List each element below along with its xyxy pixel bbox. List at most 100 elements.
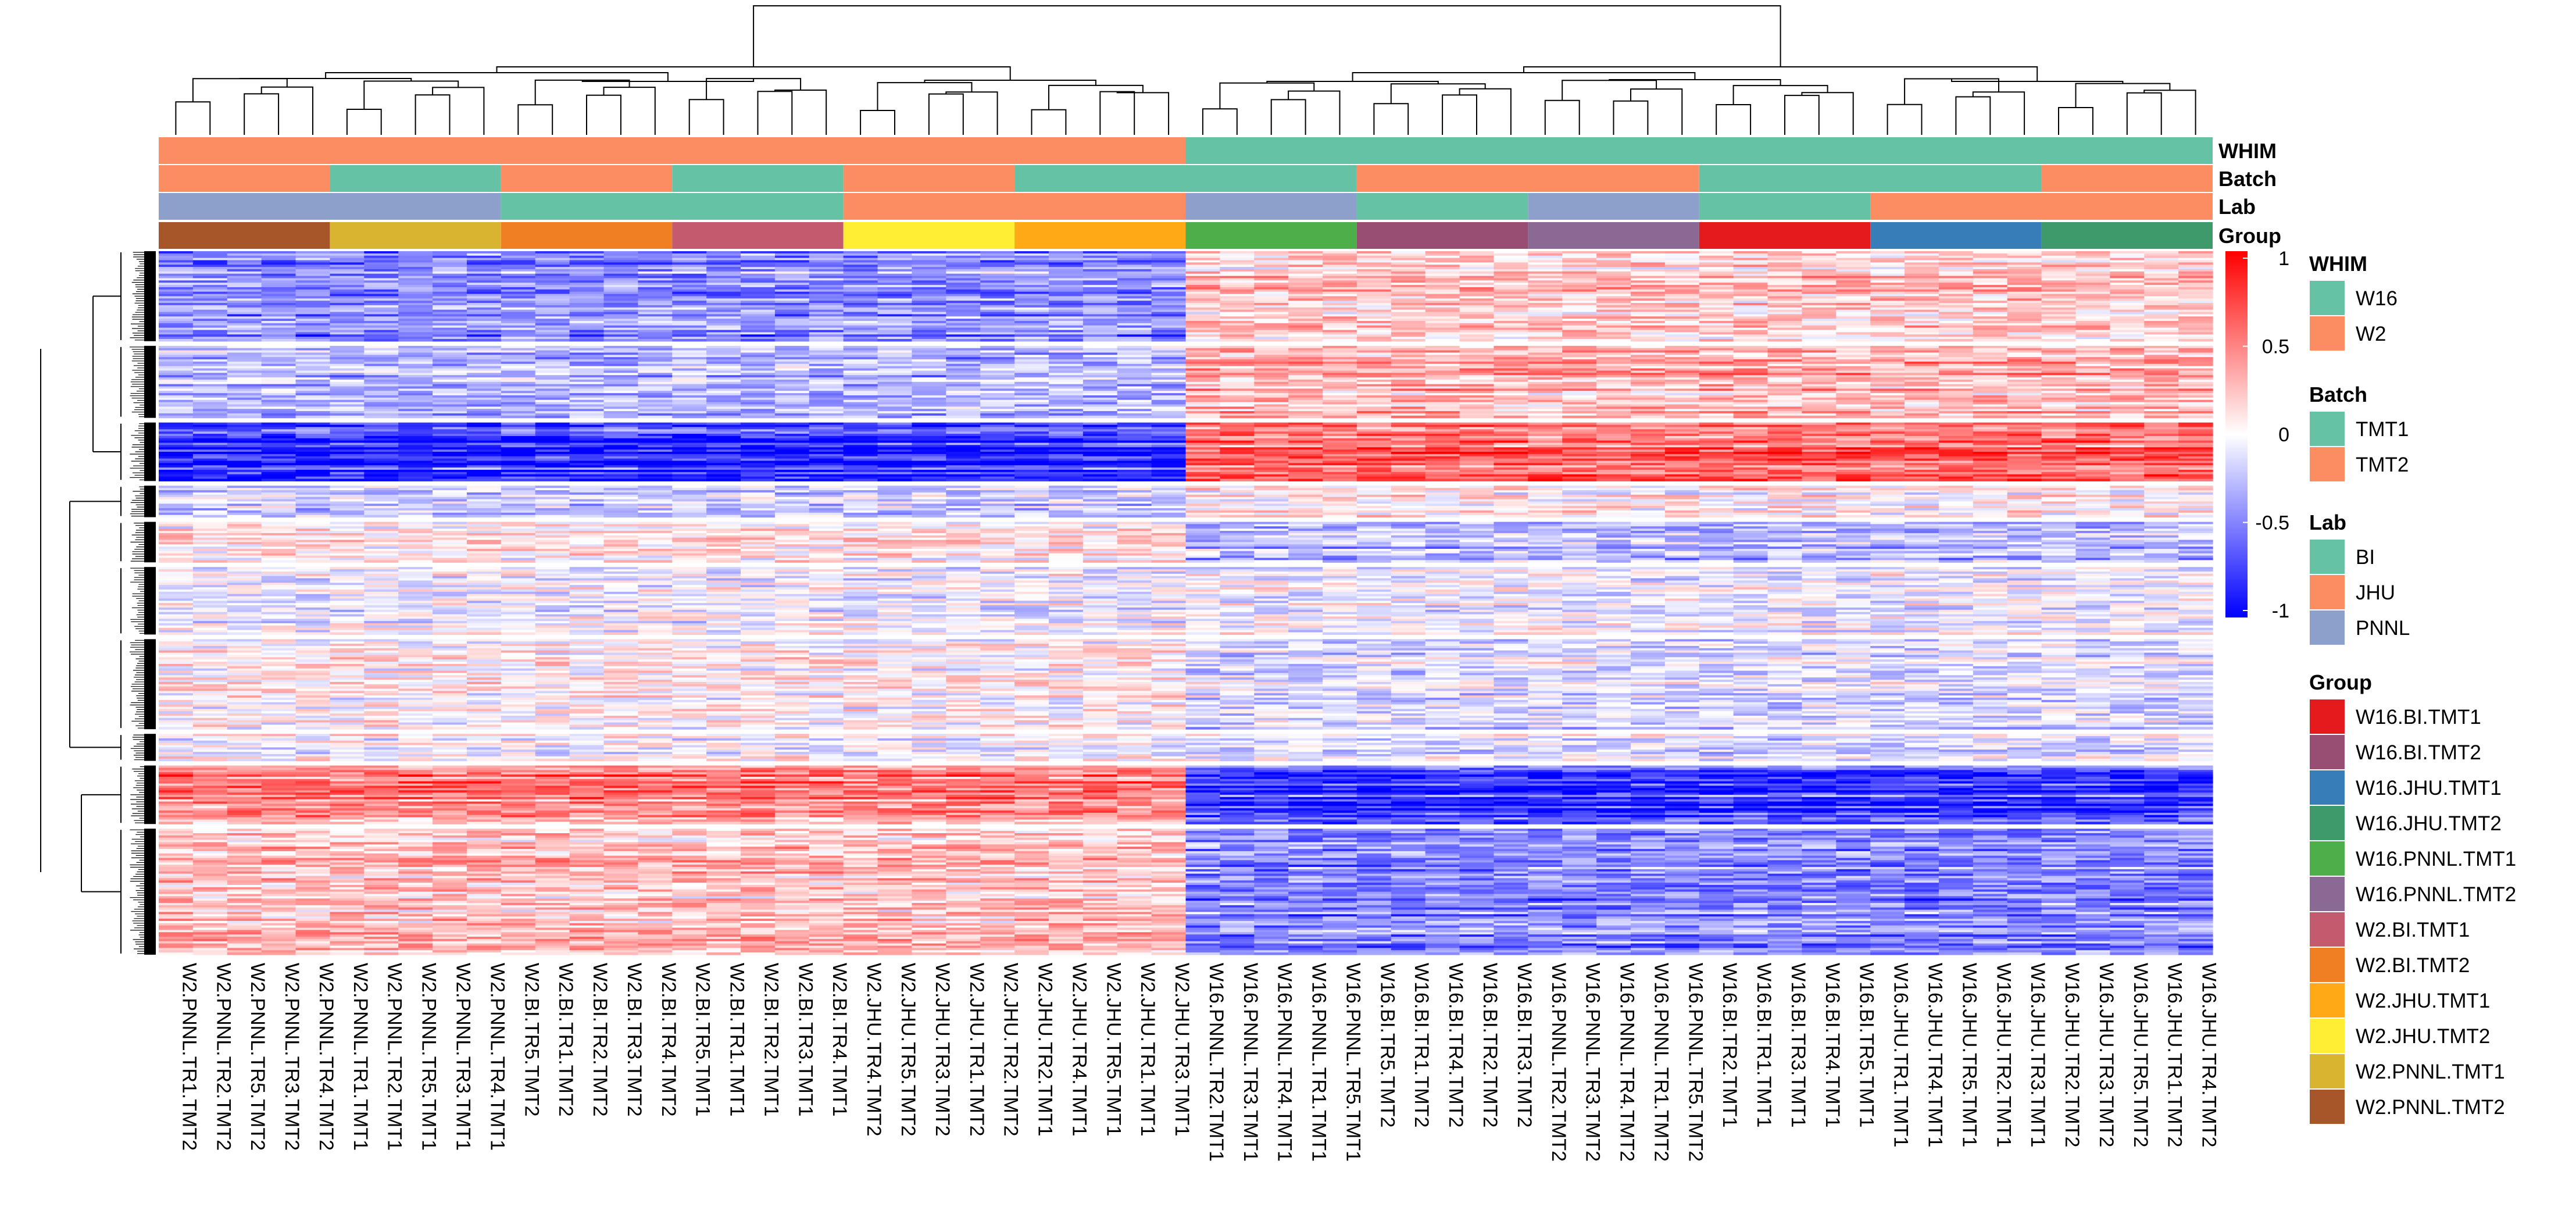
heatmap-cell [603, 253, 638, 256]
heatmap-cell [501, 262, 536, 265]
heatmap-cell [1014, 296, 1049, 299]
heatmap-cell [1185, 402, 1220, 405]
heatmap-cell [466, 413, 502, 416]
heatmap-cell [364, 278, 399, 281]
heatmap-cell [946, 355, 981, 358]
heatmap-cell [1185, 359, 1220, 362]
heatmap-cell [1151, 260, 1187, 263]
heatmap-cell [1836, 262, 1871, 265]
heatmap-cell [1596, 267, 1631, 270]
heatmap-cell [159, 399, 194, 403]
heatmap-cell [1220, 319, 1255, 322]
heatmap-cell [1014, 314, 1049, 317]
heatmap-cell [1391, 271, 1426, 274]
heatmap-cell [603, 260, 638, 263]
heatmap-cell [1802, 301, 1837, 304]
heatmap-cell [2041, 361, 2077, 365]
heatmap-cell [1082, 253, 1118, 256]
heatmap-cell [877, 319, 913, 322]
heatmap-cell [2110, 314, 2145, 317]
heatmap-cell [1356, 294, 1392, 297]
heatmap-cell [980, 276, 1015, 279]
heatmap-cell [877, 413, 913, 416]
heatmap-cell [1596, 251, 1631, 254]
annotation-batch-segment [672, 165, 844, 192]
heatmap-cell [638, 253, 673, 256]
heatmap-cell [1459, 373, 1495, 376]
heatmap-cell [1562, 402, 1597, 405]
heatmap-cell [159, 255, 194, 259]
heatmap-cell [1767, 303, 1802, 306]
heatmap-cell [1014, 377, 1049, 380]
heatmap-cell [1528, 352, 1563, 355]
heatmap-cell [1323, 395, 1357, 398]
heatmap-cell [433, 320, 467, 324]
heatmap-cell [1664, 273, 1700, 277]
heatmap-cell [1048, 332, 1084, 335]
heatmap-cell [1973, 395, 2008, 398]
heatmap-cell [1151, 289, 1187, 292]
heatmap-cell [1288, 395, 1323, 398]
heatmap-cell [1014, 271, 1049, 274]
heatmap-cell [672, 316, 707, 319]
heatmap-cell [535, 280, 570, 283]
heatmap-cell [1459, 397, 1495, 401]
heatmap-cell [1905, 406, 1939, 409]
heatmap-cell [1185, 409, 1220, 412]
heatmap-cell [1870, 368, 1905, 372]
heatmap-cell [1323, 404, 1357, 407]
heatmap-cell [1288, 271, 1323, 274]
heatmap-cell [466, 429, 502, 432]
heatmap-cell [1425, 305, 1460, 308]
heatmap-cell [2110, 283, 2145, 285]
heatmap-cell [1973, 327, 2008, 331]
heatmap-cell [2144, 361, 2179, 365]
heatmap-cell [1938, 330, 1974, 333]
heatmap-cell [1733, 298, 1768, 301]
heatmap-cell [261, 283, 296, 285]
heatmap-cell [1082, 368, 1118, 372]
heatmap-cell [1938, 320, 1974, 324]
heatmap-cell [1220, 355, 1255, 358]
heatmap-cell [1973, 287, 2008, 290]
heatmap-cell [261, 409, 296, 412]
heatmap-cell [1802, 316, 1837, 319]
heatmap-cell [1699, 415, 1734, 419]
heatmap-cell [1117, 381, 1152, 385]
heatmap-cell [330, 415, 365, 419]
heatmap-cell [774, 289, 810, 292]
heatmap-cell [1802, 298, 1837, 301]
heatmap-cell [1151, 402, 1187, 405]
heatmap-cell [2178, 406, 2213, 409]
heatmap-cell [1151, 303, 1187, 306]
heatmap-cell [1425, 424, 1460, 428]
heatmap-cell [227, 287, 262, 290]
heatmap-cell [1802, 323, 1837, 326]
heatmap-cell [2041, 260, 2077, 263]
heatmap-cell [1767, 375, 1802, 378]
heatmap-cell [1254, 305, 1289, 308]
heatmap-cell [1528, 258, 1563, 261]
heatmap-cell [535, 431, 570, 434]
heatmap-cell [1151, 337, 1187, 340]
heatmap-cell [466, 377, 502, 380]
heatmap-cell [1288, 291, 1323, 295]
heatmap-cell [1220, 334, 1255, 337]
heatmap-cell [1425, 285, 1460, 288]
heatmap-cell [809, 327, 844, 331]
heatmap-cell [946, 415, 981, 419]
heatmap-cell [261, 332, 296, 335]
heatmap-cell [1048, 314, 1084, 317]
heatmap-cell [1288, 424, 1323, 428]
heatmap-cell [1767, 327, 1802, 331]
heatmap-cell [603, 375, 638, 378]
heatmap-cell [1664, 298, 1700, 301]
heatmap-cell [1973, 359, 2008, 362]
heatmap-cell [295, 291, 331, 295]
heatmap-cell [1288, 301, 1323, 304]
heatmap-cell [1185, 330, 1220, 333]
heatmap-cell [2110, 301, 2145, 304]
heatmap-cell [433, 404, 467, 407]
heatmap-cell [466, 350, 502, 354]
heatmap-cell [1048, 409, 1084, 412]
